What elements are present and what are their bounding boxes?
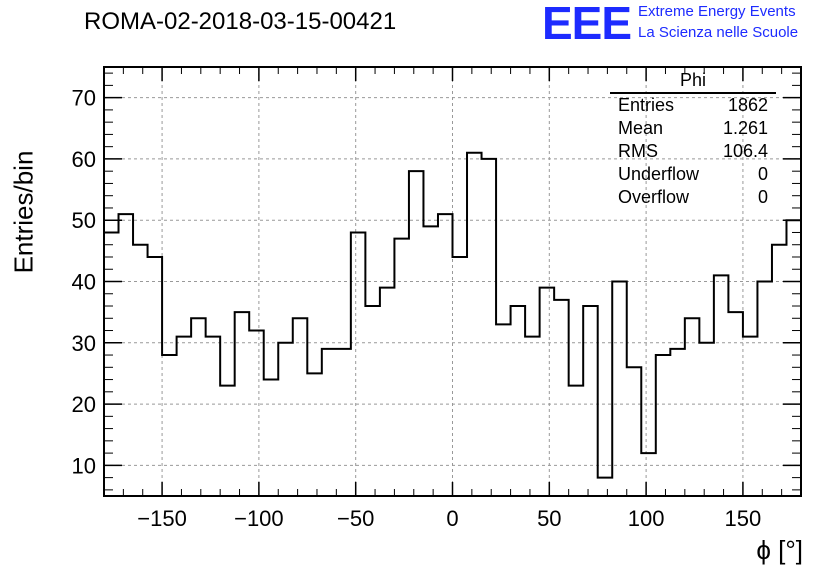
x-axis-label: ϕ [°] [756,535,803,565]
x-tick-label: 100 [628,506,665,531]
histogram-bin [743,337,758,496]
stats-label: RMS [618,141,658,161]
x-tick-label: 0 [446,506,458,531]
histogram-bin [467,153,482,496]
histogram-bin [699,343,714,496]
stats-row-rms: RMS 106.4 [610,140,776,163]
histogram-bin [786,220,801,496]
histogram-bin [365,306,380,496]
histogram-bin [583,306,598,496]
stats-value: 1862 [727,95,768,115]
x-tick-label: 50 [537,506,561,531]
x-tick-label: −150 [137,506,187,531]
histogram-bin [482,159,497,496]
histogram-bin [351,232,366,496]
histogram-bin [235,312,250,496]
histogram-bin [496,324,511,496]
histogram-bin [336,349,351,496]
histogram-bin [307,373,322,496]
histogram-bin [598,478,613,496]
histogram-bin [453,257,468,496]
logo-subtitle-1: Extreme Energy Events [638,3,796,20]
histogram-bin [627,367,642,496]
chart-title: ROMA-02-2018-03-15-00421 [84,8,397,35]
stats-label: Underflow [618,164,700,184]
x-tick-label: −50 [337,506,374,531]
stats-label: Overflow [618,187,690,207]
stats-value: 1.261 [722,118,768,138]
histogram-bin [670,349,685,496]
histogram-bin [104,232,119,496]
stats-label: Entries [618,95,675,115]
histogram-bin [177,337,192,496]
histogram-bin [728,312,743,496]
histogram-bin [757,282,772,497]
histogram-bin [511,306,526,496]
histogram-bin [220,386,235,496]
histogram-bin [148,257,163,496]
histogram-bin [656,355,671,496]
histogram-bin [612,282,627,497]
stats-label: Mean [618,118,664,138]
histogram-bin [133,245,148,496]
y-tick-label: 50 [72,208,96,233]
y-tick-label: 10 [72,453,96,478]
logo-subtitle-2: La Scienza nelle Scuole [638,24,799,41]
histogram-bin [569,386,584,496]
histogram-bin [641,453,656,496]
stats-title: Phi [610,70,776,94]
histogram-bin [438,214,453,496]
y-axis-label-box: Entries/bin [6,112,42,312]
histogram-bin [685,318,700,496]
axis-tick-labels: −150 −100 −50 0 50 100 150 10 20 30 40 50 60 70 [72,86,762,531]
y-tick-label: 20 [72,392,96,417]
stats-value: 0 [757,164,768,184]
histogram-bin [264,380,279,496]
histogram-bin [423,226,438,496]
y-tick-label: 70 [72,86,96,111]
histogram-bin [206,337,221,496]
histogram-bin [278,343,293,496]
histogram-bin [554,300,569,496]
y-tick-label: 40 [72,270,96,295]
histogram-bin [380,288,395,496]
stats-value: 106.4 [722,141,768,161]
histogram-bin [772,245,787,496]
axis-ticks [103,67,802,496]
stats-row-underflow: Underflow 0 [610,163,776,186]
histogram-bin [394,239,409,496]
eee-logo: EEE [542,0,632,49]
stats-row-entries: Entries 1862 [610,94,776,117]
histogram-outline [104,151,802,496]
histogram-bin [322,349,337,496]
histogram-bin [714,275,729,496]
histogram-bin [249,331,264,496]
histogram-bin [540,288,555,496]
histogram-bin [525,337,540,496]
stats-row-overflow: Overflow 0 [610,186,776,209]
x-tick-label: −100 [234,506,284,531]
stats-row-mean: Mean 1.261 [610,117,776,140]
x-tick-label: 150 [725,506,762,531]
stats-box: Phi Entries 1862 Mean 1.261 RMS 106.4 Un… [610,70,776,209]
histogram-bin [409,171,424,496]
histogram-bin [293,318,308,496]
y-tick-label: 60 [72,147,96,172]
histogram-bin [119,214,134,496]
histogram-bin [191,318,206,496]
y-axis-label: Entries/bin [8,150,39,274]
stats-value: 0 [757,187,768,207]
histogram-bin [162,355,177,496]
y-tick-label: 30 [72,331,96,356]
